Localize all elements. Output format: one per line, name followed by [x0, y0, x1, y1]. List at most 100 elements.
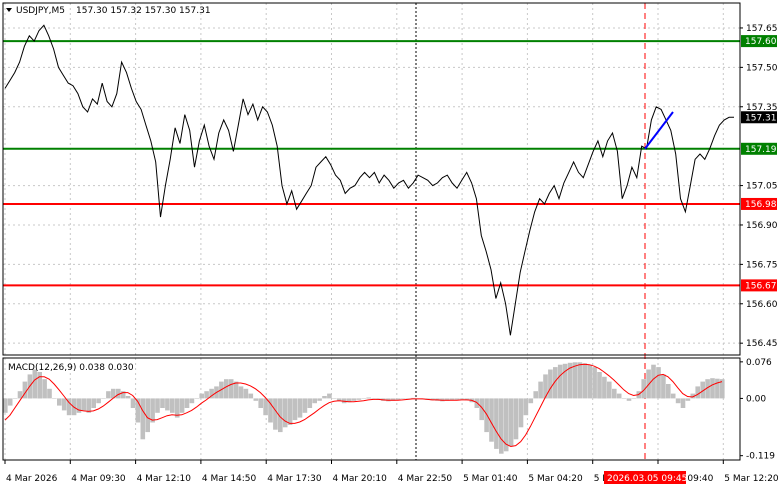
macd-histogram-bar [715, 378, 720, 399]
macd-histogram-bar [587, 364, 592, 399]
macd-histogram-bar [155, 398, 160, 413]
macd-histogram-bar [140, 398, 146, 440]
macd-histogram-bar [494, 398, 499, 449]
macd-histogram-bar [258, 398, 263, 408]
price-tick-label: 157.35 [746, 103, 778, 113]
macd-histogram-bar [513, 398, 519, 440]
time-tick-label: 4 Mar 22:50 [398, 474, 453, 484]
macd-signal-line [4, 363, 723, 448]
macd-histogram-bar [518, 398, 524, 428]
macd-histogram-bar [165, 398, 170, 411]
macd-histogram-bar [562, 363, 568, 399]
macd-tick-label: -0.119 [746, 452, 775, 462]
time-tick-label: 4 Mar 2026 [6, 474, 58, 484]
level-tag-label: 157.19 [745, 145, 777, 155]
macd-histogram-bar [292, 398, 298, 421]
macd-histogram-bar [690, 393, 696, 399]
macd-histogram-bar [567, 362, 573, 399]
macd-histogram-bar [592, 367, 597, 399]
macd-histogram-bar [238, 386, 244, 399]
level-tag [741, 279, 777, 292]
current-price-label: 157.31 [745, 113, 777, 123]
macd-histogram-bar [670, 393, 676, 399]
macd-histogram-bar [81, 398, 87, 411]
macd-histogram-bar [199, 393, 204, 399]
macd-histogram-bar [553, 367, 558, 399]
level-tag-label: 156.67 [745, 281, 777, 291]
macd-histogram-bar [508, 398, 514, 447]
macd-histogram-bar [361, 398, 367, 399]
macd-histogram-bar [224, 379, 229, 399]
macd-histogram-bar [666, 384, 671, 399]
macd-histogram-bar [12, 398, 18, 399]
time-highlight-label: 2026.03.05 09:45 [607, 474, 687, 484]
macd-histogram-bar [91, 398, 96, 408]
macd-histogram-bar [356, 398, 362, 400]
trend-line [644, 111, 674, 150]
macd-histogram-bar [61, 398, 67, 411]
macd-histogram-bar [125, 396, 131, 399]
macd-histogram-bar [302, 398, 308, 413]
macd-histogram-bar [32, 369, 38, 399]
macd-histogram-bar [499, 398, 504, 454]
macd-histogram-bar [317, 398, 322, 401]
collapse-triangle-icon[interactable] [6, 8, 12, 12]
chart-header: USDJPY,M5 157.30 157.32 157.30 157.31 [6, 6, 211, 16]
macd-histogram-bar [312, 398, 317, 404]
macd-histogram-bar [47, 388, 52, 399]
macd-histogram-bar [150, 398, 155, 423]
price-tick-label: 157.50 [746, 63, 778, 73]
macd-histogram-bar [346, 398, 352, 403]
macd-histogram-bar [22, 381, 28, 399]
macd-histogram-bar [543, 374, 548, 399]
macd-histogram-bar [204, 391, 209, 399]
chart-frame [2, 2, 741, 461]
time-tick-label: 5 Mar 12:20 [724, 474, 779, 484]
price-panel-frame [2, 2, 741, 356]
macd-histogram-bar [116, 388, 121, 399]
price-tick-label: 157.05 [746, 182, 778, 192]
macd-histogram-bar [391, 398, 396, 401]
macd-histogram-bar [661, 374, 666, 399]
level-tag [741, 35, 777, 48]
time-tick-label: 5 Mar 04:20 [528, 474, 583, 484]
macd-histogram-bar [111, 388, 116, 399]
macd-histogram-bar [135, 398, 141, 423]
macd-histogram-bar [101, 398, 106, 399]
macd-histogram-bar [626, 398, 632, 401]
time-tick-label: 5 Mar 09:40 [659, 474, 714, 484]
macd-histogram-bar [263, 398, 268, 416]
price-tick-label: 156.75 [746, 260, 778, 270]
macd-histogram-bar [597, 372, 602, 399]
time-axis: 4 Mar 2026 4 Mar 09:30 4 Mar 12:10 4 Mar 14… [4, 460, 779, 484]
macd-histogram-bar [680, 398, 686, 408]
level-tag [741, 197, 777, 210]
macd-histogram-bar [278, 398, 283, 433]
price-tick-label: 157.65 [746, 24, 778, 34]
macd-histogram-bar [395, 398, 401, 400]
macd-panel [3, 362, 725, 454]
macd-histogram-bar [322, 396, 327, 399]
macd-histogram-bar [651, 364, 656, 399]
macd-histogram-bar [253, 398, 259, 401]
time-tick-label: 4 Mar 12:10 [137, 474, 192, 484]
macd-histogram-bar [76, 398, 82, 413]
macd-histogram-bar [179, 398, 185, 413]
macd-histogram-bar [174, 398, 180, 418]
macd-histogram-bar [96, 398, 101, 404]
symbol-label: USDJPY,M5 [16, 6, 65, 16]
macd-histogram-bar [528, 398, 534, 404]
macd-histogram-bar [538, 381, 543, 399]
macd-histogram-bar [52, 398, 57, 399]
macd-histogram-bar [582, 363, 588, 399]
macd-histogram-bar [479, 398, 484, 421]
macd-histogram-bar [120, 391, 126, 399]
macd-histogram-bar [523, 398, 529, 416]
time-tick-label: 4 Mar 09:30 [71, 474, 126, 484]
macd-histogram-bar [695, 386, 700, 399]
macd-histogram-bar [557, 364, 563, 399]
macd-histogram-bar [268, 398, 273, 423]
macd-histogram-bar [371, 398, 376, 399]
macd-histogram-bar [228, 379, 234, 399]
macd-histogram-bar [410, 397, 416, 399]
